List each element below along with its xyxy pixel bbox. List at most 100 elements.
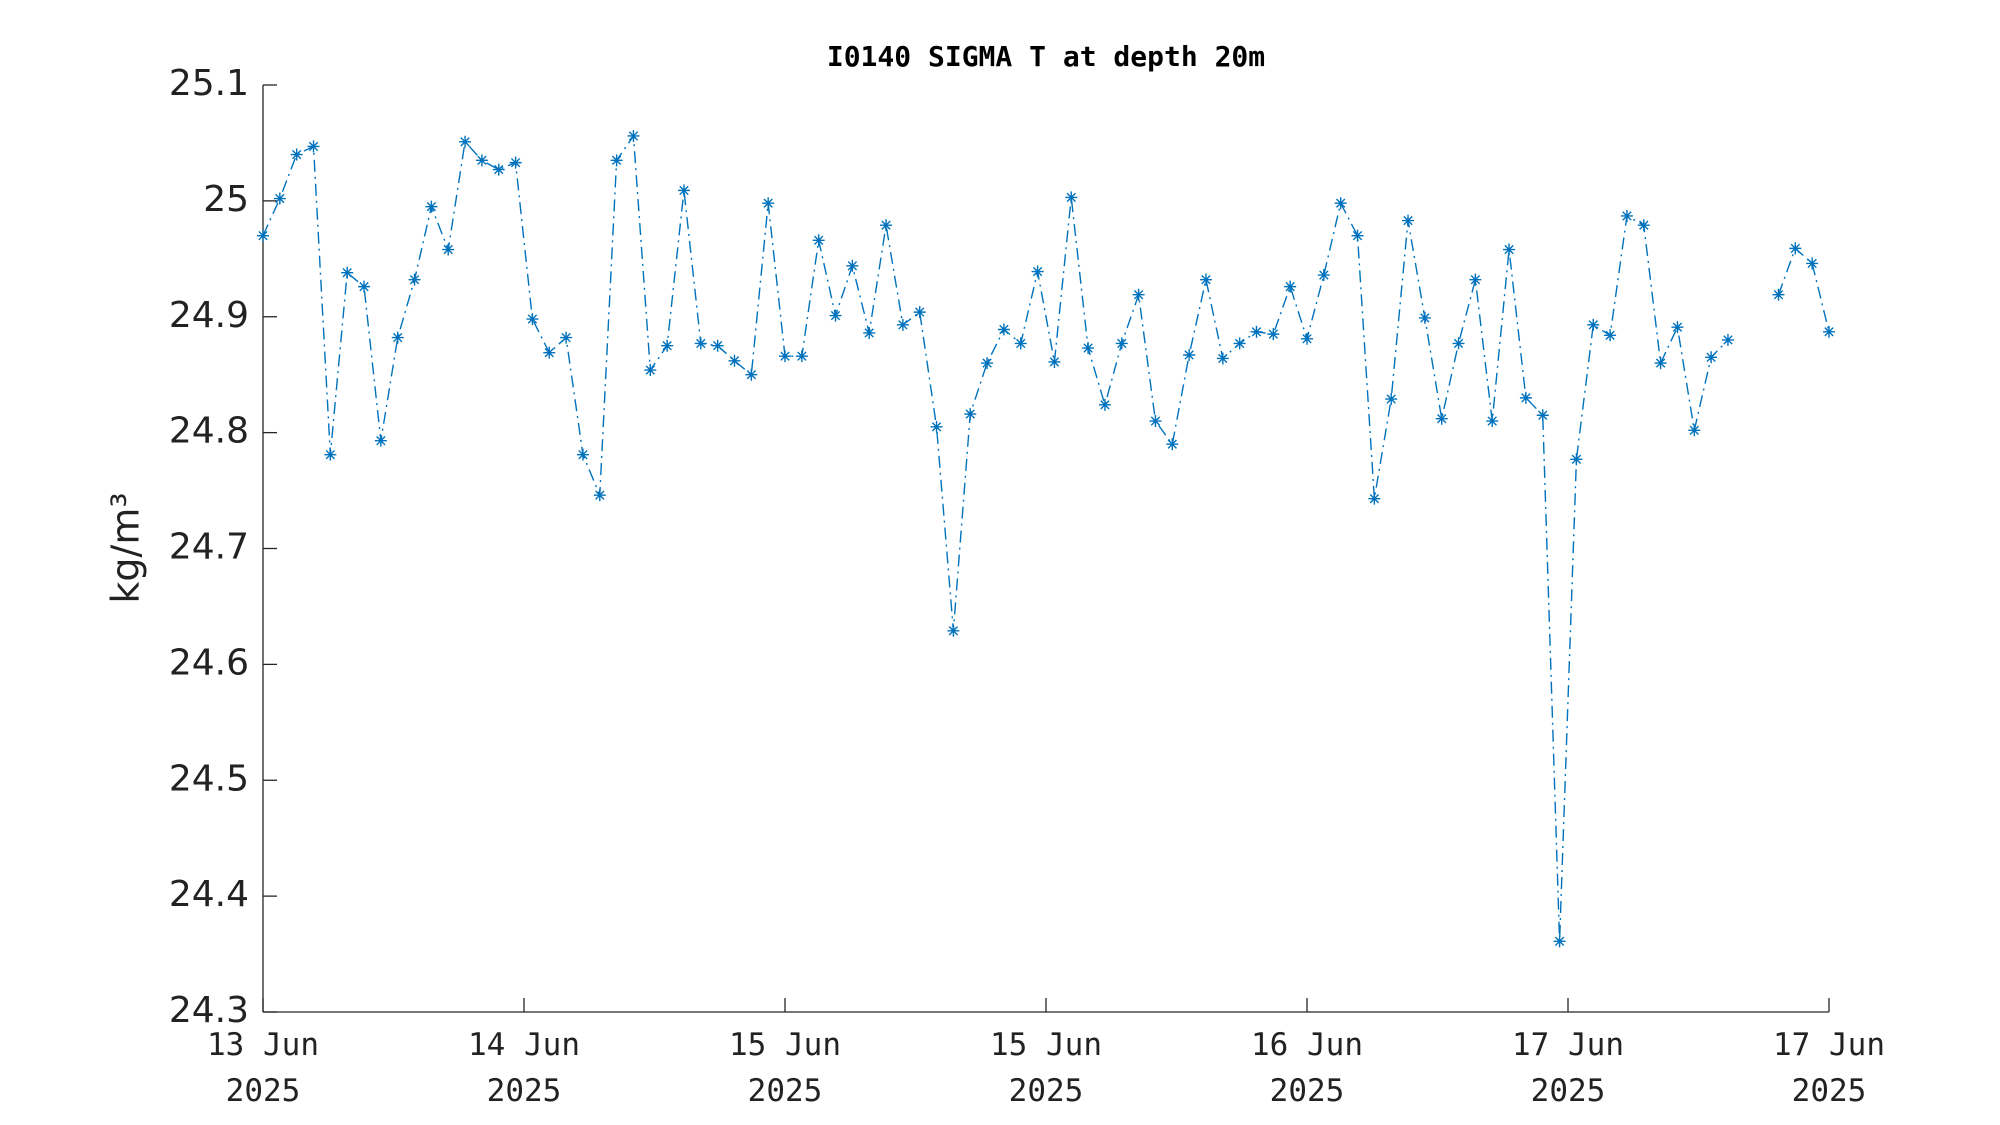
data-marker — [728, 354, 741, 367]
data-marker — [745, 368, 758, 381]
data-marker — [1570, 453, 1583, 466]
data-marker — [1469, 273, 1482, 286]
y-tick-label: 24.4 — [169, 874, 249, 915]
data-marker — [1014, 337, 1027, 350]
data-marker — [1452, 337, 1465, 350]
data-marker — [1334, 197, 1347, 210]
data-marker — [1082, 342, 1095, 355]
data-marker — [1604, 329, 1617, 342]
data-marker — [509, 156, 522, 169]
data-marker — [627, 129, 640, 142]
data-marker — [795, 350, 808, 363]
data-marker — [1402, 214, 1415, 227]
data-marker — [391, 331, 404, 344]
data-marker — [1233, 337, 1246, 350]
y-tick-label: 25 — [203, 179, 249, 220]
x-tick-label: 16 Jun 2025 — [1251, 1027, 1363, 1109]
data-marker — [408, 273, 421, 286]
y-tick-label: 24.6 — [169, 642, 249, 683]
data-marker — [1435, 412, 1448, 425]
data-marker — [1301, 332, 1313, 345]
data-marker — [324, 448, 337, 461]
data-marker — [1654, 357, 1667, 370]
data-marker — [526, 313, 539, 326]
data-marker — [374, 434, 387, 447]
data-marker — [1637, 219, 1650, 232]
data-line — [262, 133, 1830, 942]
data-marker — [1284, 280, 1297, 293]
data-marker — [1132, 288, 1145, 301]
data-marker — [459, 135, 472, 148]
data-marker — [560, 331, 573, 344]
x-tick-label: 13 Jun 2025 — [207, 1027, 319, 1109]
data-marker — [1216, 352, 1229, 365]
data-marker — [1789, 242, 1802, 255]
data-marker — [341, 266, 354, 279]
data-marker — [442, 243, 455, 256]
data-marker — [1250, 325, 1263, 338]
x-tick-label: 17 Jun 2025 — [1773, 1027, 1885, 1109]
data-marker — [930, 420, 943, 433]
data-marker — [1823, 325, 1835, 338]
data-marker — [1806, 257, 1819, 270]
data-marker — [1351, 229, 1364, 242]
data-marker — [257, 229, 269, 242]
data-marker — [997, 323, 1010, 336]
data-marker — [812, 234, 825, 247]
y-tick-label: 25.1 — [169, 63, 249, 104]
x-tick-label: 14 Jun 2025 — [468, 1027, 580, 1109]
y-tick-label: 24.3 — [169, 990, 249, 1031]
data-marker — [1553, 935, 1566, 948]
data-marker — [1031, 265, 1044, 278]
x-tick-label: 15 Jun 2025 — [990, 1027, 1102, 1109]
data-marker — [846, 259, 859, 272]
data-marker — [1199, 273, 1212, 286]
data-marker — [1688, 424, 1701, 437]
data-marker — [1587, 318, 1600, 331]
data-marker — [290, 148, 303, 161]
data-marker — [694, 337, 707, 350]
data-marker — [661, 339, 674, 352]
data-marker — [1418, 311, 1431, 324]
data-marker — [896, 318, 909, 331]
data-marker — [1048, 355, 1061, 368]
data-marker — [1098, 398, 1111, 411]
data-marker — [1536, 409, 1549, 422]
chart-title: I0140 SIGMA T at depth 20m — [827, 40, 1265, 73]
data-marker — [1065, 191, 1078, 204]
data-marker — [1503, 243, 1516, 256]
data-marker — [711, 339, 724, 352]
x-tick-label: 15 Jun 2025 — [729, 1027, 841, 1109]
y-tick-label: 24.9 — [169, 295, 249, 336]
data-marker — [1267, 328, 1280, 341]
x-tick-label: 17 Jun 2025 — [1512, 1027, 1624, 1109]
data-marker — [492, 163, 505, 176]
data-marker — [576, 448, 589, 461]
data-marker — [1519, 391, 1532, 404]
data-marker — [307, 140, 320, 153]
data-marker — [644, 364, 657, 377]
data-marker — [880, 219, 893, 232]
data-marker — [1368, 492, 1381, 505]
data-marker — [779, 350, 791, 363]
y-axis-label: kg/m³ — [104, 492, 148, 603]
data-marker — [964, 408, 977, 421]
data-marker — [475, 154, 488, 167]
y-tick-label: 24.8 — [169, 411, 249, 452]
data-marker — [1772, 288, 1785, 301]
data-marker — [1166, 438, 1179, 451]
data-marker — [1317, 269, 1330, 282]
data-marker — [1620, 209, 1633, 222]
y-tick-label: 24.7 — [169, 527, 249, 568]
data-marker — [1183, 348, 1196, 361]
data-marker — [947, 624, 960, 637]
data-marker — [610, 154, 623, 167]
data-marker — [1385, 393, 1398, 406]
data-marker — [1705, 351, 1718, 364]
data-marker — [913, 306, 926, 319]
data-marker — [677, 184, 690, 197]
data-marker — [273, 192, 286, 205]
data-marker — [1149, 415, 1162, 428]
data-marker — [863, 326, 876, 339]
